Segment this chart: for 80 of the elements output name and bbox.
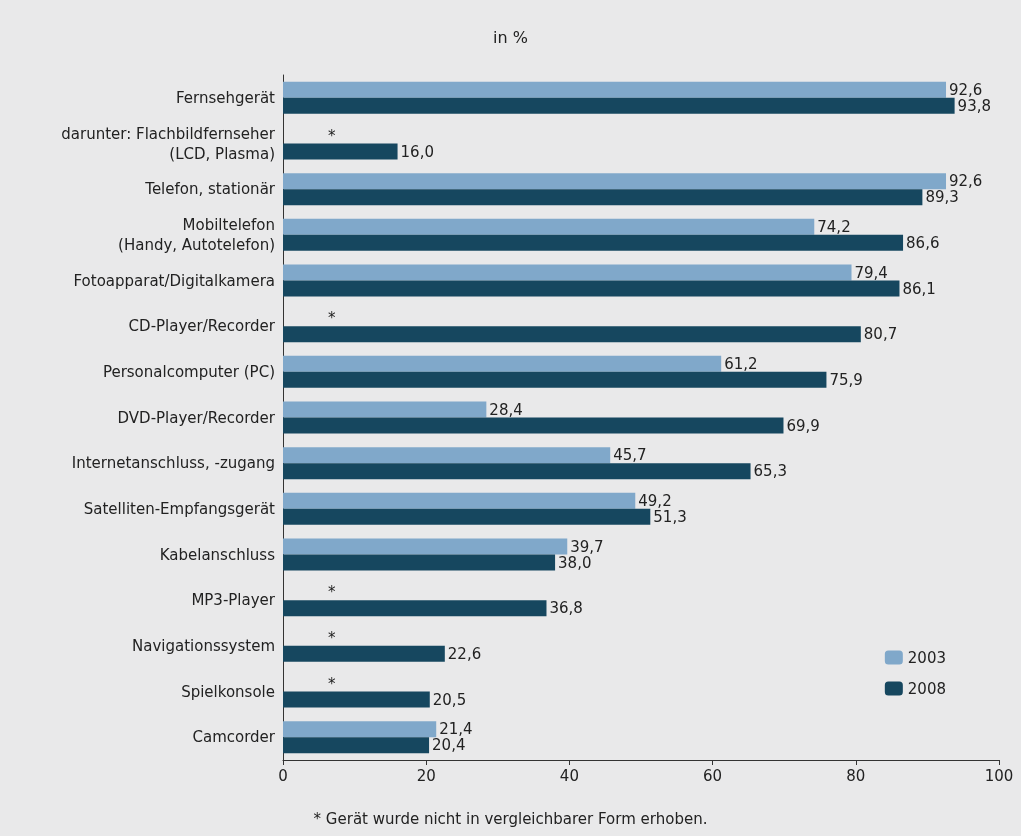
y-tick-label: Navigationssystem xyxy=(132,636,275,655)
data-label: 89,3 xyxy=(925,188,959,207)
data-label: 69,9 xyxy=(786,416,820,435)
y-tick-label: Kabelanschluss xyxy=(159,545,276,564)
y-tick-label: Satelliten-Empfangsgerät xyxy=(83,499,276,518)
data-label: 65,3 xyxy=(753,462,787,481)
bar xyxy=(283,691,430,708)
bar xyxy=(283,554,556,571)
y-tick-label: darunter: Flachbildfernseher (LCD, Plasma) xyxy=(61,124,276,163)
data-label: 39,7 xyxy=(570,537,604,556)
bar xyxy=(283,189,923,206)
data-label: 45,7 xyxy=(613,446,647,465)
data-label: 74,2 xyxy=(817,217,851,236)
text: * xyxy=(328,628,336,647)
bar xyxy=(283,417,784,434)
bar xyxy=(283,737,430,754)
y-tick-label: Telefon, stationär xyxy=(144,180,276,199)
data-label: 49,2 xyxy=(638,491,672,510)
data-label: 86,1 xyxy=(902,279,936,298)
bar xyxy=(283,326,861,343)
bar xyxy=(283,97,955,114)
data-label: 38,0 xyxy=(558,553,592,572)
bar xyxy=(283,492,636,509)
x-tick-label: 20 xyxy=(416,766,436,785)
data-label: 20,5 xyxy=(432,690,467,709)
data-label: 51,3 xyxy=(653,507,687,526)
bar xyxy=(283,264,852,281)
bar xyxy=(283,508,651,525)
legend-label: 2008 xyxy=(907,679,947,698)
bar xyxy=(283,173,947,190)
bar xyxy=(283,234,904,251)
data-label: 92,6 xyxy=(949,80,983,99)
x-tick-label: 80 xyxy=(846,766,866,785)
y-tick-label: Fernsehgerät xyxy=(176,88,276,107)
bar xyxy=(283,645,445,662)
bar xyxy=(283,81,947,98)
x-tick-label: 0 xyxy=(278,766,288,785)
data-label: 28,4 xyxy=(489,400,523,419)
bar xyxy=(283,463,751,480)
y-tick-label: Internetanschluss, -zugang xyxy=(71,454,275,473)
y-tick-label: Fotoapparat/Digitalkamera xyxy=(73,271,275,290)
text: * xyxy=(328,126,336,145)
y-tick-label: Mobiltelefon (Handy, Autotelefon) xyxy=(118,215,275,254)
bar xyxy=(283,721,437,738)
bar xyxy=(283,218,815,235)
bar xyxy=(283,538,568,555)
data-label: 22,6 xyxy=(447,644,482,663)
bar xyxy=(283,280,900,297)
data-label: 36,8 xyxy=(549,599,583,618)
x-tick-label: 100 xyxy=(984,766,1014,785)
y-tick-label: DVD-Player/Recorder xyxy=(117,408,276,427)
x-tick-label: 60 xyxy=(703,766,723,785)
y-tick-label: Spielkonsole xyxy=(181,682,275,701)
data-label: 16,0 xyxy=(400,142,434,161)
legend-label: 2003 xyxy=(907,648,947,667)
data-label: 86,6 xyxy=(906,233,940,252)
y-tick-label: MP3-Player xyxy=(191,591,276,610)
text: * xyxy=(328,309,336,328)
x-tick-label: 40 xyxy=(559,766,579,785)
bar xyxy=(283,600,547,617)
y-tick-label: Personalcomputer (PC) xyxy=(102,362,275,381)
text: * xyxy=(328,583,336,602)
chart-title: in % xyxy=(493,27,528,47)
bar xyxy=(283,371,827,388)
data-label: 93,8 xyxy=(957,96,992,115)
bar xyxy=(283,355,722,372)
y-tick-label: Camcorder xyxy=(192,728,276,747)
data-label: 79,4 xyxy=(854,263,888,282)
bar xyxy=(283,447,611,464)
bar xyxy=(283,401,487,418)
data-label: 21,4 xyxy=(439,720,473,739)
bar xyxy=(283,143,398,160)
text: * Gerät wurde nicht in vergleichbarer Form erhoben. xyxy=(313,809,708,828)
data-label: 20,4 xyxy=(432,736,466,755)
data-label: 75,9 xyxy=(829,370,863,389)
y-tick-label: CD-Player/Recorder xyxy=(128,317,276,336)
data-label: 92,6 xyxy=(949,172,983,191)
data-label: 80,7 xyxy=(863,325,898,344)
data-label: 61,2 xyxy=(724,354,758,373)
text: * xyxy=(328,674,336,693)
